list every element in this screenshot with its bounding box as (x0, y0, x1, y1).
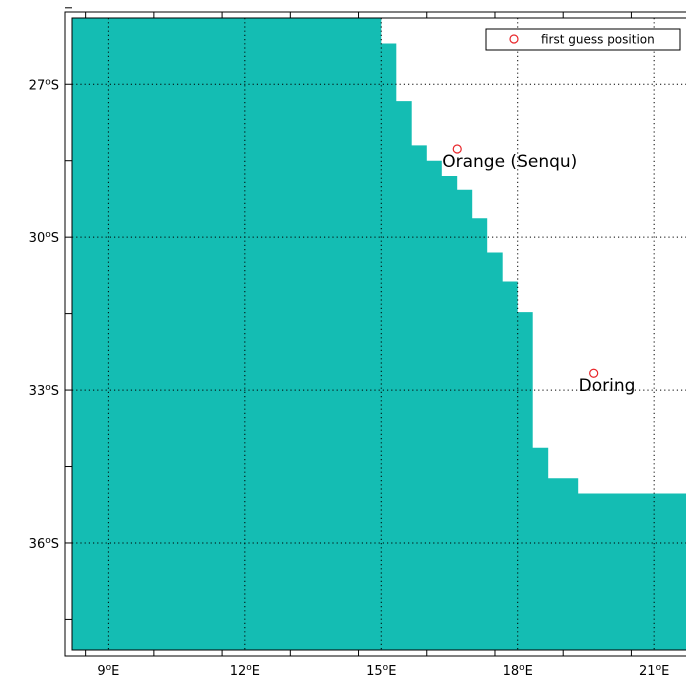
lat-tick-label: 36oS (29, 536, 59, 552)
legend-marker-icon (509, 34, 519, 44)
lon-tick-label: 15oE (366, 663, 396, 679)
river-marker (589, 368, 599, 378)
river-marker (452, 144, 462, 154)
river-markers: Orange (Senqu) Doring (442, 144, 636, 396)
tick-labels: 9oE 12oE 15oE 18oE 21oE 27oS 30oS 33oS 36oS (29, 77, 670, 679)
lat-tick-label: 33oS (29, 383, 59, 399)
ocean-area (72, 18, 686, 650)
lon-tick-label: 9oE (97, 663, 119, 679)
map-area (72, 18, 686, 650)
graticule (72, 18, 686, 650)
inner-frame (71, 17, 686, 651)
legend-label: first guess position (541, 33, 655, 47)
outer-frame (64, 11, 686, 657)
lat-tick-label: 30oS (29, 230, 59, 246)
legend: first guess position (485, 28, 681, 51)
legend-box (485, 28, 681, 51)
lon-tick-label: 12oE (230, 663, 260, 679)
river-label: Doring (579, 376, 636, 396)
lat-tick-label: 27oS (29, 77, 59, 93)
lon-tick-label: 21oE (639, 663, 669, 679)
lon-tick-label: 18oE (503, 663, 533, 679)
river-label: Orange (Senqu) (442, 152, 577, 172)
map-frame (64, 7, 686, 657)
